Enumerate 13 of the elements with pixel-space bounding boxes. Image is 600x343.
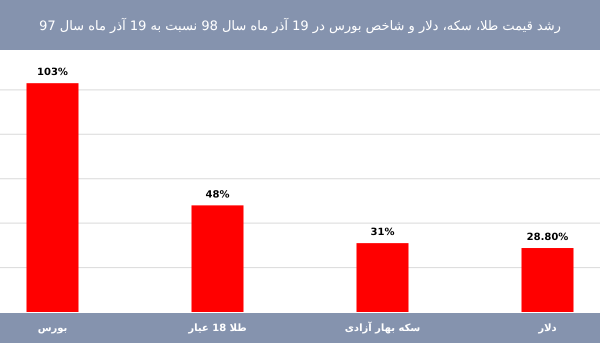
data-label: 103% — [37, 67, 68, 78]
bar — [356, 243, 408, 312]
chart-title: رشد قیمت طلا، سکه، دلار و شاخص بورس در 19 آذر ماه سال 98 نسبت به 19 آذر ماه سال 97 — [39, 17, 561, 34]
x-tick-label: طلا 18 عیار — [187, 323, 247, 334]
data-label: 28.80% — [526, 232, 568, 244]
data-label: 31% — [370, 227, 394, 238]
data-label: 48% — [206, 189, 230, 200]
bar — [192, 205, 244, 312]
x-tick-label: سکه بهار آزادی — [344, 321, 420, 334]
bar — [26, 83, 78, 312]
x-tick-label: دلار — [537, 323, 557, 334]
bar — [522, 248, 574, 312]
x-tick-label: بورس — [38, 323, 68, 334]
